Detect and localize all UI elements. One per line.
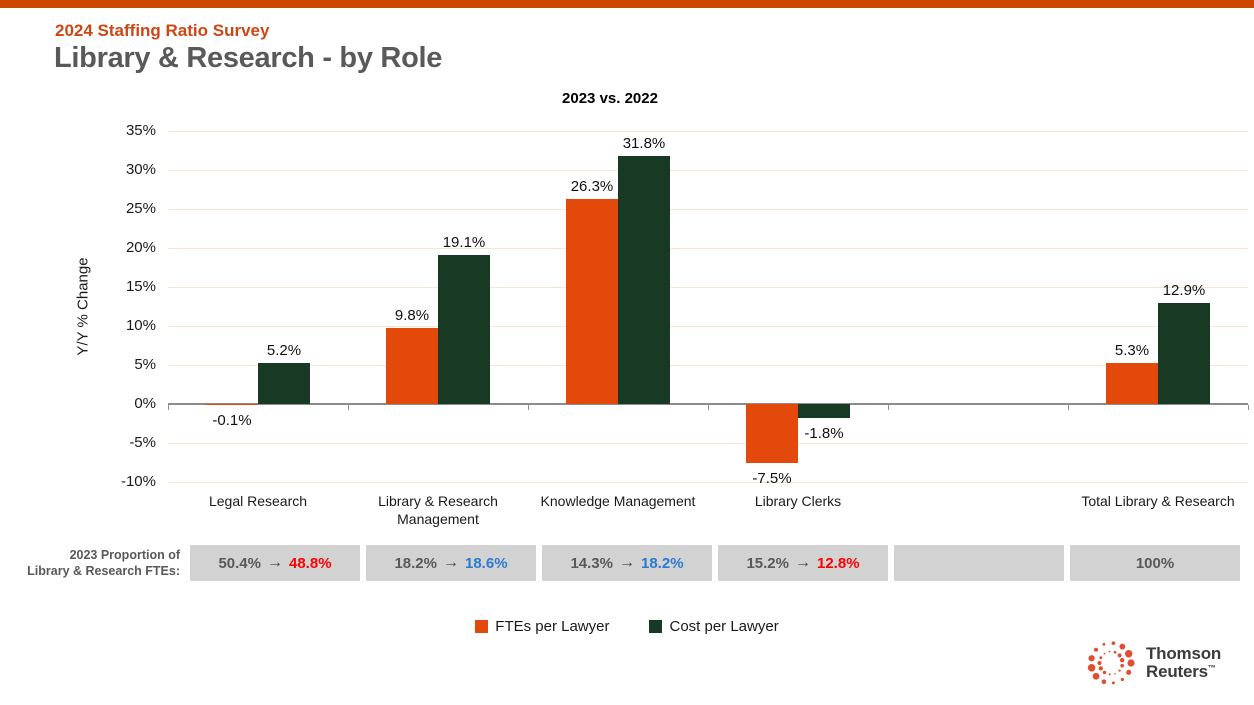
arrow-right-icon: → (267, 554, 283, 571)
proportion-row-label-line2: Library & Research FTEs: (27, 564, 180, 578)
y-tick-label: -10% (120, 473, 156, 490)
x-axis-line (168, 403, 1248, 405)
proportion-cell: 50.4% → 48.8% (190, 545, 360, 581)
y-tick-label: 35% (125, 122, 156, 139)
trademark-symbol: ™ (1207, 663, 1216, 673)
y-tick-label: 10% (125, 317, 156, 334)
gridline (168, 443, 1248, 444)
proportion-to-value: 18.6% (465, 554, 508, 572)
proportion-to-value: 12.8% (817, 554, 860, 572)
category-label: Legal Research (208, 493, 308, 509)
proportion-cell: 14.3% → 18.2% (542, 545, 712, 581)
bar (1106, 362, 1158, 404)
y-tick-label: 0% (134, 395, 156, 412)
bar-value-label: 26.3% (570, 177, 614, 195)
y-tick-label: 5% (134, 356, 156, 373)
gridline (168, 287, 1248, 288)
category-label: Library Clerks (754, 493, 842, 509)
y-tick-label: 15% (125, 278, 156, 295)
gridline (168, 326, 1248, 327)
bar-value-label: 5.2% (266, 342, 302, 360)
bar-value-label: -7.5% (752, 469, 792, 487)
arrow-right-icon: → (443, 554, 459, 571)
bar (1158, 303, 1210, 404)
arrow-right-icon: → (619, 554, 635, 571)
logo-line1: Thomson (1146, 643, 1222, 663)
y-tick-label: 25% (125, 200, 156, 217)
proportion-row-label: 2023 Proportion of Library & Research FT… (18, 547, 180, 579)
x-axis-tick (1068, 405, 1069, 410)
x-axis-tick (708, 405, 709, 410)
legend-label: Cost per Lawyer (669, 618, 779, 635)
gridline (168, 209, 1248, 210)
bar-value-label: 12.9% (1162, 282, 1206, 300)
thomson-reuters-kinesis-icon (1087, 641, 1135, 685)
category-label: Total Library & Research (1081, 493, 1235, 509)
page-title: Library & Research - by Role (54, 42, 443, 74)
chart-legend: FTEs per Lawyer Cost per Lawyer (0, 618, 1254, 635)
x-axis-tick (348, 405, 349, 410)
gridline (168, 170, 1248, 171)
proportion-to-value: 18.2% (641, 554, 684, 572)
bar (566, 198, 618, 404)
bar (258, 363, 310, 404)
proportion-cell: 100% (1070, 545, 1240, 581)
proportion-cell-empty (894, 545, 1064, 581)
bar-value-label: 9.8% (394, 306, 430, 324)
bar (618, 155, 670, 404)
x-axis-tick (528, 405, 529, 410)
legend-swatch-icon (649, 620, 663, 633)
proportion-cell: 18.2% → 18.6% (366, 545, 536, 581)
bar (206, 404, 258, 405)
bar (438, 255, 490, 404)
arrow-right-icon: → (795, 554, 811, 571)
y-tick-label: -5% (129, 434, 156, 451)
proportion-from-value: 50.4% (218, 554, 261, 572)
proportion-from-value: 18.2% (394, 554, 437, 572)
proportion-total-value: 100% (1135, 554, 1175, 572)
top-accent-bar (0, 0, 1254, 8)
category-label: Knowledge Management (540, 493, 696, 509)
chart-title: 2023 vs. 2022 (562, 90, 658, 107)
thomson-reuters-wordmark: Thomson Reuters™ (1146, 643, 1222, 682)
gridline (168, 131, 1248, 132)
bar-value-label: 19.1% (442, 234, 486, 252)
proportion-cell: 15.2% → 12.8% (718, 545, 888, 581)
thomson-reuters-logo: Thomson Reuters™ (1085, 637, 1221, 689)
legend-item: FTEs per Lawyer (475, 618, 609, 635)
proportion-to-value: 48.8% (289, 554, 332, 572)
gridline (168, 365, 1248, 366)
bar-value-label: -1.8% (804, 425, 844, 443)
legend-swatch-icon (475, 620, 489, 633)
report-eyebrow: 2024 Staffing Ratio Survey (55, 21, 270, 40)
legend-item: Cost per Lawyer (649, 618, 779, 635)
bar (746, 404, 798, 463)
proportion-from-value: 15.2% (746, 554, 789, 572)
gridline (168, 482, 1248, 483)
proportion-row-label-line1: 2023 Proportion of (69, 548, 180, 562)
x-axis-tick (888, 405, 889, 410)
category-label: Library & Research Management (378, 493, 498, 528)
bar (798, 404, 850, 419)
x-axis-tick (1248, 405, 1249, 410)
proportion-from-value: 14.3% (570, 554, 613, 572)
bar-value-label: 5.3% (1114, 341, 1150, 359)
bar-value-label: -0.1% (212, 412, 252, 429)
y-tick-label: 20% (125, 239, 156, 256)
legend-label: FTEs per Lawyer (495, 618, 610, 635)
x-axis-tick (168, 405, 169, 410)
bar (386, 327, 438, 404)
logo-line2: Reuters™ (1146, 662, 1216, 681)
gridline (168, 248, 1248, 249)
bar-value-label: 31.8% (622, 134, 666, 152)
y-tick-label: 30% (125, 161, 156, 178)
